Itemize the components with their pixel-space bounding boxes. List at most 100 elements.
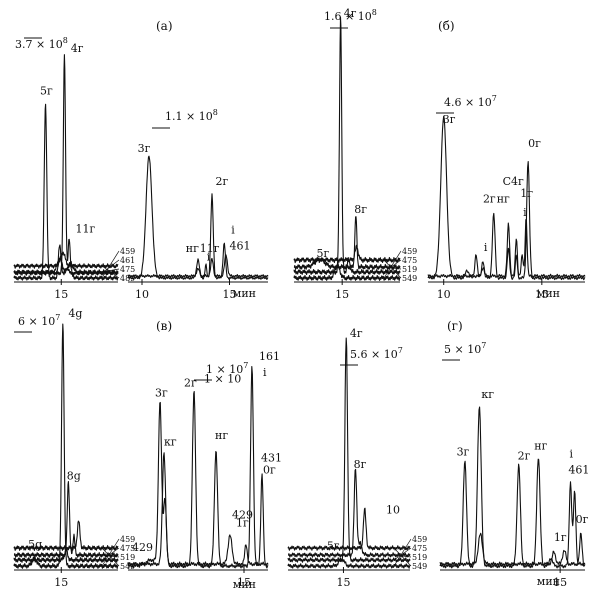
peak-label: 429 xyxy=(232,508,253,521)
peak-label: 3г xyxy=(457,446,470,459)
peak-label: нг xyxy=(186,242,199,255)
peak-label: кг xyxy=(481,388,494,401)
peak-label: 2г xyxy=(216,175,229,188)
peak-label: нг xyxy=(215,429,228,442)
peak-label: C4г xyxy=(503,175,524,188)
scale-exponent: 8 xyxy=(63,36,68,45)
x-unit-label: мин xyxy=(537,287,560,300)
channel-label: 475 xyxy=(412,544,427,553)
scale-label: 1 × 107 xyxy=(206,361,248,376)
channel-label: 461 xyxy=(120,256,135,265)
channel-label: 519 xyxy=(402,265,417,274)
channel-leader xyxy=(101,259,120,274)
x-unit-label: мин xyxy=(233,287,256,300)
peak-label: 1г xyxy=(236,516,249,529)
trace-549 xyxy=(13,520,119,551)
channel-leader xyxy=(383,266,402,270)
channel-leader xyxy=(101,268,120,273)
peak-label: 461 xyxy=(230,239,251,252)
peak-label: i xyxy=(523,206,527,219)
peak-label: 0г xyxy=(528,137,541,150)
trace-secondary xyxy=(127,254,269,278)
peak-label: 4г xyxy=(71,42,84,55)
peak-label: 0г xyxy=(263,464,276,477)
trace-459 xyxy=(287,557,411,569)
x-tick-label: 15 xyxy=(54,576,68,589)
x-tick-label: 15 xyxy=(335,288,349,301)
channel-leader xyxy=(383,250,402,279)
channel-label: 475 xyxy=(120,544,135,553)
peak-label: 3г xyxy=(138,142,151,155)
scale-label: 4.6 × 107 xyxy=(444,94,497,109)
trace-459 xyxy=(13,323,119,569)
channel-label: 519 xyxy=(412,553,427,562)
peak-label: 11г xyxy=(75,223,95,236)
trace-461 xyxy=(13,54,119,276)
trace-secondary xyxy=(127,452,269,567)
trace-main xyxy=(439,406,586,569)
trace-main xyxy=(127,155,269,280)
scale-exponent: 8 xyxy=(372,8,377,17)
peak-label: 3г xyxy=(155,387,168,400)
peak-label: 1 × 10 xyxy=(204,372,241,385)
x-tick-label: 15 xyxy=(535,288,549,301)
peak-label: 3г xyxy=(443,113,456,126)
peak-label: 429 xyxy=(132,541,153,554)
channel-leader xyxy=(383,259,402,273)
peak-label: 5г xyxy=(327,539,340,552)
channel-label: 475 xyxy=(120,265,135,274)
channel-label: 489 xyxy=(120,274,135,283)
trace-secondary xyxy=(427,219,586,279)
scale-exponent: 7 xyxy=(398,346,403,355)
peak-label: 4г xyxy=(350,327,363,340)
peak-label: 8г xyxy=(354,203,367,216)
panel-letter: (а) xyxy=(156,19,173,33)
scale-exponent: 7 xyxy=(55,313,60,322)
x-tick-label: 15 xyxy=(237,576,251,589)
trace-489 xyxy=(13,251,119,269)
channel-leader xyxy=(393,547,412,561)
trace-549 xyxy=(293,244,401,264)
trace-519 xyxy=(293,216,401,270)
peak-label: 431 xyxy=(261,452,282,465)
peak-label: 8г xyxy=(354,458,367,471)
peak-label: 161 xyxy=(259,350,280,363)
x-tick-label: 10 xyxy=(437,288,451,301)
channel-label: 459 xyxy=(120,247,135,256)
channel-leader xyxy=(101,538,120,567)
x-tick-label: 10 xyxy=(135,288,149,301)
panel-letter: (б) xyxy=(438,19,455,33)
peak-label: 1г xyxy=(520,187,533,200)
trace-475 xyxy=(287,337,411,563)
peak-label: нг xyxy=(534,440,547,453)
x-tick-label: 15 xyxy=(223,288,237,301)
peak-label: 4g xyxy=(68,307,82,320)
x-tick-label: 15 xyxy=(336,576,350,589)
peak-label: i xyxy=(207,251,211,264)
peak-label: 10 xyxy=(386,503,400,516)
trace-main xyxy=(127,366,269,569)
channel-label: 519 xyxy=(120,553,135,562)
channel-leader xyxy=(101,547,120,567)
panel-letter: (в) xyxy=(156,319,172,333)
trace-main xyxy=(427,115,586,281)
peak-label: 2г xyxy=(184,376,197,389)
peak-label: 5г xyxy=(316,247,329,260)
x-tick-label: 15 xyxy=(553,576,567,589)
scale-exponent: 7 xyxy=(243,361,248,370)
channel-label: 459 xyxy=(402,247,417,256)
scale-label: 5 × 107 xyxy=(444,341,486,356)
trace-549 xyxy=(287,507,411,551)
channel-leader xyxy=(383,259,402,279)
scale-exponent: 8 xyxy=(213,108,218,117)
peak-label: i xyxy=(263,366,267,379)
peak-label: i xyxy=(569,448,573,461)
channel-leader xyxy=(101,554,120,558)
scale-label: 1.6 × 108 xyxy=(324,8,377,23)
scale-exponent: 7 xyxy=(481,341,486,350)
peak-label: 1г xyxy=(554,531,567,544)
peak-label: 5г xyxy=(40,84,53,97)
channel-leader xyxy=(101,265,120,279)
x-tick-label: 15 xyxy=(54,288,68,301)
peak-label: 461 xyxy=(568,463,589,476)
